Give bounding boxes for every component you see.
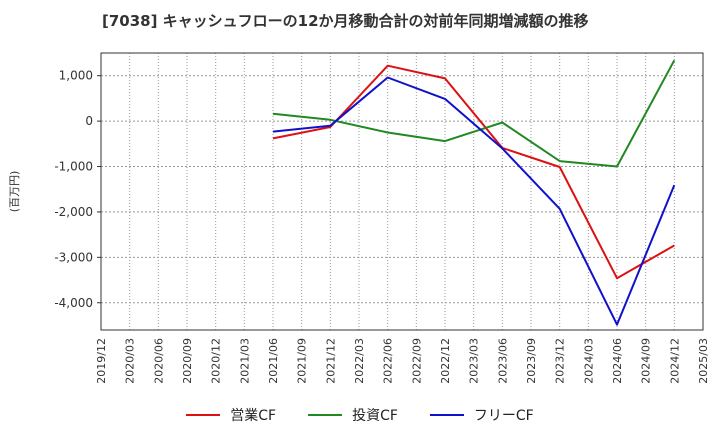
- legend-swatch: [429, 414, 464, 416]
- series-line-3: [272, 76, 676, 326]
- x-tick-label: 2021/03: [238, 338, 251, 384]
- series-layer: [272, 59, 676, 326]
- x-tick-label: 2020/12: [210, 338, 223, 384]
- plot-area: [101, 53, 703, 330]
- x-tick-label: 2024/09: [640, 338, 653, 384]
- x-tick-label: 2023/06: [496, 338, 509, 384]
- x-tick-label: 2020/06: [152, 338, 165, 384]
- grid-layer: [101, 53, 703, 330]
- y-tick-label: -2,000: [54, 205, 93, 219]
- x-tick-label: 2023/09: [525, 338, 538, 384]
- legend-swatch: [186, 414, 221, 416]
- x-tick-label: 2023/03: [468, 338, 481, 384]
- x-tick-label: 2020/03: [124, 338, 137, 384]
- line-chart: 2019/12 2020/03 2020/06 2020/09 2020/12 2021/…: [8, 52, 710, 384]
- legend-item: フリーCF: [429, 405, 534, 425]
- x-tick-label: 2022/06: [382, 338, 395, 384]
- x-tick-label: 2021/12: [324, 338, 337, 384]
- y-axis-label: (百万円): [8, 171, 21, 213]
- legend-swatch: [308, 414, 343, 416]
- y-tick-label: 0: [85, 114, 93, 128]
- x-tick-label: 2021/06: [267, 338, 280, 384]
- x-tick-label: 2022/09: [410, 338, 423, 384]
- x-tick-label: 2025/03: [697, 338, 710, 384]
- legend-item: 投資CF: [308, 405, 398, 425]
- x-tick-label: 2023/12: [554, 338, 567, 384]
- y-tick-label: -4,000: [54, 296, 93, 310]
- legend-label: 投資CF: [352, 408, 398, 424]
- x-tick-label: 2024/12: [668, 338, 681, 384]
- x-tick-label: 2019/12: [95, 338, 108, 384]
- x-tick-label: 2021/09: [296, 338, 309, 384]
- legend-item: 営業CF: [186, 405, 276, 425]
- legend-label: フリーCF: [473, 408, 534, 424]
- x-tick-label: 2020/09: [181, 338, 194, 384]
- y-tick-label: -1,000: [54, 160, 93, 174]
- chart-title: [7038] キャッシュフローの12か月移動合計の対前年同期増減額の推移: [102, 12, 589, 30]
- y-tick-label: -3,000: [54, 250, 93, 264]
- legend: 営業CF 投資CF フリーCF: [0, 404, 720, 425]
- x-tick-label: 2022/03: [353, 338, 366, 384]
- series-line-2: [272, 59, 676, 168]
- y-tick-label: 1,000: [59, 69, 93, 83]
- x-tick-label: 2024/03: [582, 338, 595, 384]
- plot-frame: [100, 52, 704, 331]
- x-tick-label: 2022/12: [439, 338, 452, 384]
- axes-layer: 2019/12 2020/03 2020/06 2020/09 2020/12 2021/…: [54, 52, 710, 384]
- legend-label: 営業CF: [230, 408, 277, 424]
- x-tick-label: 2024/06: [611, 338, 624, 384]
